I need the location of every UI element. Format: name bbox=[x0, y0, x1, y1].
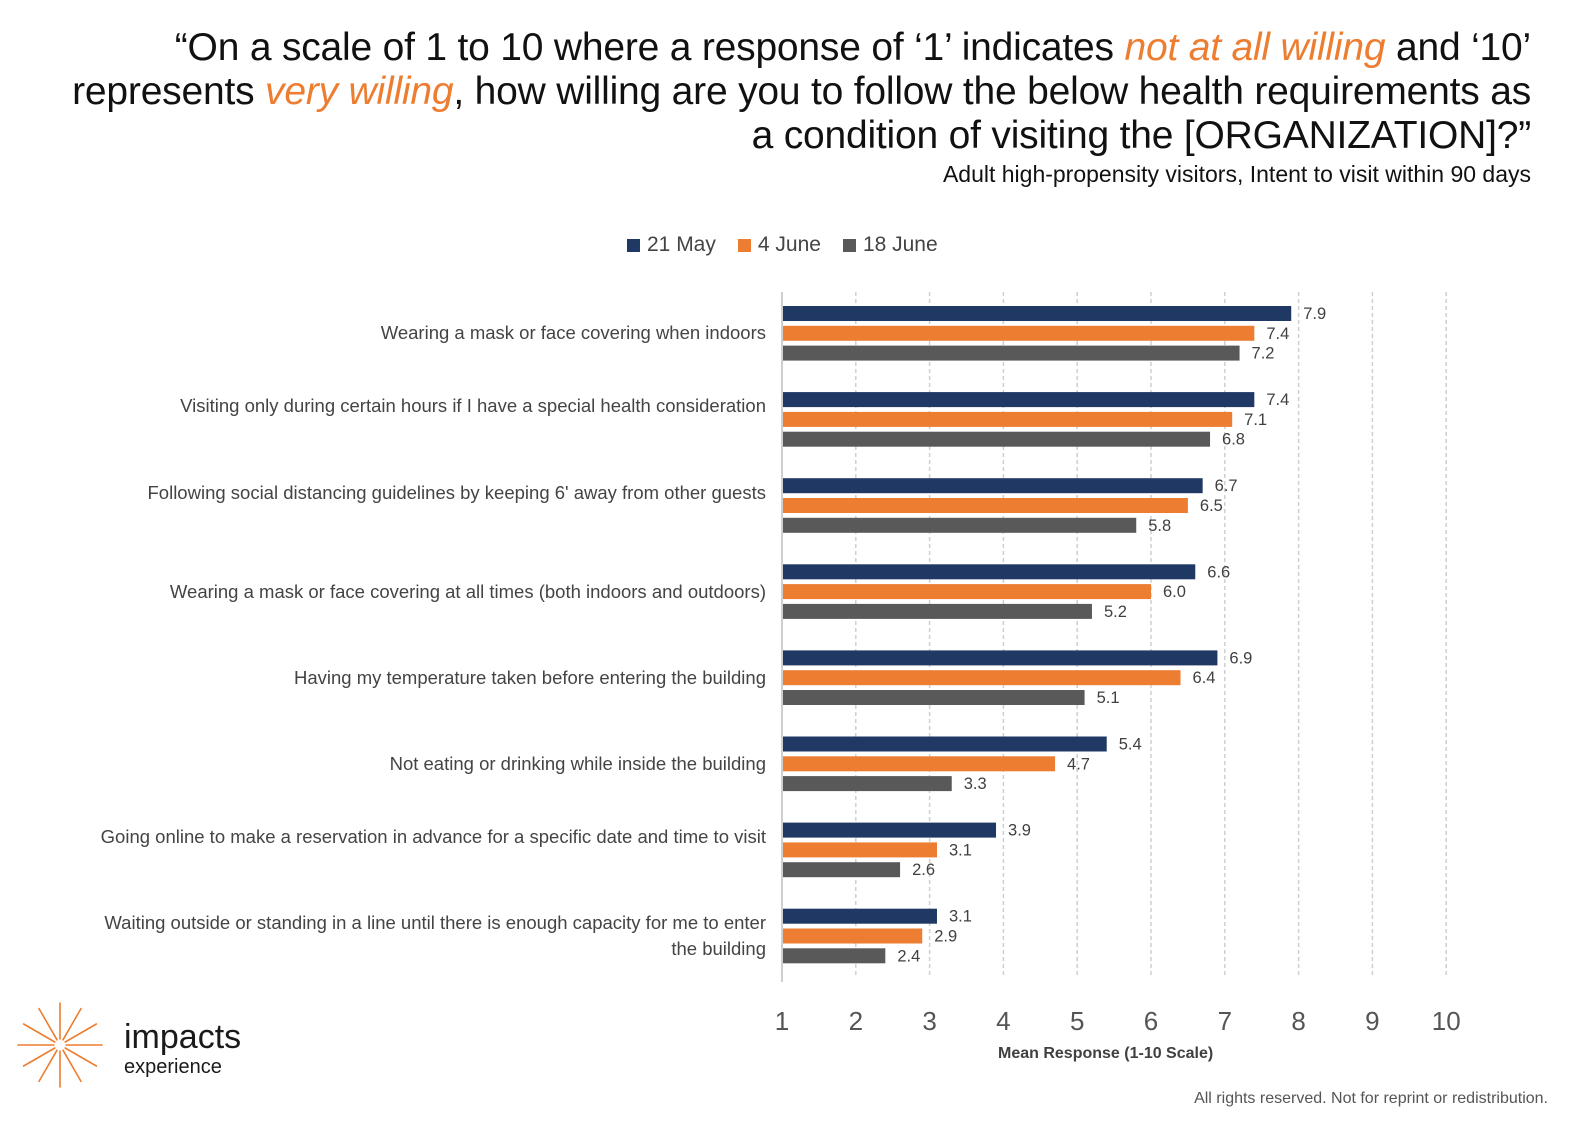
bar-value-label: 7.4 bbox=[1266, 391, 1289, 409]
x-tick-label: 7 bbox=[1218, 1006, 1232, 1036]
x-tick-label: 4 bbox=[996, 1006, 1010, 1036]
bar bbox=[783, 603, 1092, 619]
bar bbox=[783, 306, 1292, 321]
bar bbox=[783, 345, 1240, 361]
x-tick-label: 10 bbox=[1432, 1006, 1461, 1036]
bar-value-label: 2.6 bbox=[912, 861, 935, 879]
bar bbox=[783, 517, 1137, 533]
bar-value-label: 3.9 bbox=[1008, 822, 1031, 840]
logo-ray bbox=[22, 1047, 56, 1067]
bar-value-label: 6.4 bbox=[1193, 669, 1216, 687]
bar bbox=[783, 948, 886, 964]
logo-ray bbox=[64, 1047, 98, 1067]
logo-ray bbox=[22, 1023, 56, 1043]
bar-value-label: 3.1 bbox=[949, 908, 972, 926]
bar-value-label: 7.9 bbox=[1303, 305, 1326, 323]
x-tick-label: 6 bbox=[1144, 1006, 1158, 1036]
chart-title: “On a scale of 1 to 10 where a response … bbox=[51, 26, 1531, 158]
legend-item-18-june: 18 June bbox=[842, 233, 938, 257]
bar-value-label: 6.0 bbox=[1163, 583, 1186, 601]
bar bbox=[783, 392, 1255, 408]
bar-value-label: 5.1 bbox=[1097, 689, 1120, 707]
bar bbox=[783, 411, 1233, 427]
bar bbox=[783, 670, 1181, 686]
logo-ray bbox=[38, 1007, 58, 1041]
legend-label-4-june: 4 June bbox=[757, 233, 821, 256]
logo-ray bbox=[62, 1049, 82, 1083]
title-part-2: and ‘10’ represents bbox=[72, 26, 1531, 113]
chart-legend: 21 May 4 June 18 June bbox=[627, 233, 938, 257]
bar-value-label: 6.6 bbox=[1207, 563, 1230, 581]
category-label: Following social distancing guidelines b… bbox=[147, 481, 767, 503]
x-tick-label: 9 bbox=[1365, 1006, 1379, 1036]
x-tick-label: 8 bbox=[1291, 1006, 1305, 1036]
category-label: Waiting outside or standing in a line un… bbox=[104, 912, 766, 959]
bar bbox=[783, 325, 1255, 341]
bar-value-label: 5.4 bbox=[1119, 736, 1142, 754]
category-label: Visiting only during certain hours if I … bbox=[180, 395, 766, 417]
category-label: Wearing a mask or face covering at all t… bbox=[169, 580, 766, 602]
bar bbox=[783, 756, 1056, 772]
logo-ray bbox=[38, 1049, 58, 1083]
logo-wordmark: impacts bbox=[124, 1018, 242, 1056]
bar bbox=[783, 498, 1188, 513]
bar-value-label: 7.1 bbox=[1244, 411, 1267, 429]
category-label: Going online to make a reservation in ad… bbox=[100, 825, 766, 847]
bar bbox=[783, 478, 1203, 494]
legend-item-21-may: 21 May bbox=[627, 233, 716, 257]
impacts-starburst-logo-icon bbox=[17, 1002, 103, 1088]
title-highlight-very-willing: very willing bbox=[265, 70, 454, 113]
bar bbox=[783, 584, 1151, 600]
bar-value-label: 2.9 bbox=[934, 928, 957, 946]
x-tick-label: 3 bbox=[922, 1006, 936, 1036]
bar-value-label: 6.5 bbox=[1200, 497, 1223, 515]
bar bbox=[783, 650, 1218, 666]
bar-value-label: 5.2 bbox=[1104, 603, 1127, 621]
bar-value-label: 6.9 bbox=[1229, 649, 1252, 667]
legend-item-4-june: 4 June bbox=[737, 233, 821, 257]
title-part-3: , how willing are you to follow the belo… bbox=[453, 70, 1531, 157]
bar bbox=[783, 908, 937, 924]
legend-swatch-21-may bbox=[627, 238, 640, 252]
legend-label-21-may: 21 May bbox=[647, 233, 716, 256]
category-label: Having my temperature taken before enter… bbox=[293, 666, 766, 688]
x-tick-label: 2 bbox=[849, 1006, 863, 1036]
bar-value-label: 5.8 bbox=[1148, 517, 1171, 535]
category-label: Not eating or drinking while inside the … bbox=[389, 752, 766, 774]
logo-subtext: experience bbox=[124, 1056, 222, 1078]
x-axis-title: Mean Response (1-10 Scale) bbox=[998, 1045, 1214, 1062]
bar-value-label: 6.7 bbox=[1215, 477, 1238, 495]
logo-ray bbox=[64, 1023, 98, 1043]
copyright-footer: All rights reserved. Not for reprint or … bbox=[1194, 1090, 1548, 1107]
bar bbox=[783, 564, 1196, 580]
bar-value-label: 7.4 bbox=[1266, 325, 1289, 343]
bar-value-label: 6.8 bbox=[1222, 431, 1245, 449]
bar bbox=[783, 862, 901, 878]
x-tick-label: 1 bbox=[775, 1006, 789, 1036]
bar-value-label: 3.1 bbox=[949, 841, 972, 859]
bar bbox=[783, 736, 1107, 752]
bar-value-label: 4.7 bbox=[1067, 755, 1090, 773]
bar bbox=[783, 822, 997, 838]
bar bbox=[783, 928, 923, 944]
bar bbox=[783, 842, 937, 858]
bar-value-label: 2.4 bbox=[897, 947, 920, 965]
legend-swatch-18-june bbox=[842, 238, 856, 252]
category-label: Wearing a mask or face covering when ind… bbox=[380, 322, 766, 344]
legend-swatch-4-june bbox=[737, 238, 751, 252]
bar bbox=[783, 776, 952, 792]
chart-subtitle: Adult high-propensity visitors, Intent t… bbox=[942, 161, 1531, 187]
title-part-1: “On a scale of 1 to 10 where a response … bbox=[174, 26, 1125, 69]
title-highlight-not-willing: not at all willing bbox=[1124, 26, 1386, 69]
legend-label-18-june: 18 June bbox=[862, 233, 938, 256]
bar bbox=[783, 690, 1085, 705]
x-tick-label: 5 bbox=[1070, 1006, 1084, 1036]
bar bbox=[783, 431, 1211, 447]
logo-ray bbox=[62, 1007, 82, 1041]
bar-value-label: 7.2 bbox=[1252, 345, 1275, 363]
bar-value-label: 3.3 bbox=[964, 775, 987, 793]
